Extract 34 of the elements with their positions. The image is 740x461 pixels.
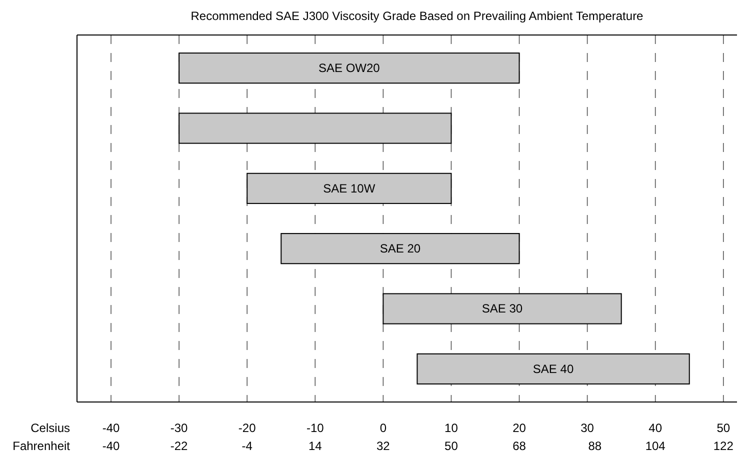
x-tick-label: -10 — [306, 421, 324, 435]
bar — [178, 112, 452, 144]
bar — [416, 353, 690, 384]
chart-title: Recommended SAE J300 Viscosity Grade Based on Prevailing Ambient Temperature — [190, 9, 644, 23]
x-axis-title: Celsius — [30, 421, 70, 435]
x-tick-label: 20 — [512, 421, 526, 435]
x2-tick-label: -4 — [242, 439, 253, 453]
bar — [246, 172, 452, 204]
x2-tick-label: 14 — [308, 439, 322, 453]
bar — [178, 52, 520, 84]
y-tick-label: SAE 10W — [323, 181, 376, 196]
x2-tick-label: 104 — [645, 439, 666, 453]
x-tick-label: 50 — [716, 421, 730, 435]
x2-tick-label: -22 — [170, 439, 188, 453]
x2-tick-label: 32 — [376, 439, 390, 453]
y-tick-label: SAE 30 — [482, 302, 523, 316]
x-tick-label: 30 — [580, 421, 594, 435]
x2-axis-title: Fahrenheit — [12, 439, 71, 453]
x2-tick-label: 50 — [444, 439, 458, 453]
x-tick-label: 0 — [380, 421, 387, 435]
x-tick-label: 10 — [444, 421, 458, 435]
x-tick-label: -40 — [102, 421, 120, 435]
x-tick-label: -30 — [170, 421, 188, 435]
x2-tick-label: 122 — [713, 439, 734, 453]
y-tick-label: SAE OW20 — [318, 61, 380, 76]
bar — [382, 293, 622, 324]
x-tick-label: -20 — [238, 421, 256, 435]
x2-tick-label: 68 — [512, 439, 526, 453]
y-tick-label: SAE 40 — [532, 362, 574, 376]
x2-tick-label: -40 — [102, 439, 120, 453]
x2-tick-label: 88 — [588, 439, 602, 453]
x-tick-label: 40 — [648, 421, 662, 435]
y-tick-label: SAE 20 — [380, 242, 421, 256]
bar — [280, 233, 520, 264]
